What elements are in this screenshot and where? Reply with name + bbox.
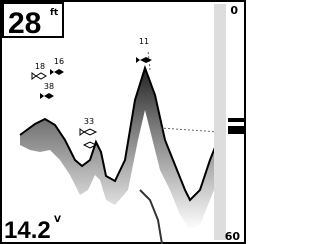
fish-depth: 11	[139, 37, 149, 46]
zoom-marker-band	[228, 122, 244, 126]
voltage-unit: V	[54, 215, 61, 225]
sonar-display: 28 ft 0 60 14.2 V 11 16 18 38 33	[0, 0, 246, 244]
depth-value: 28	[8, 7, 41, 40]
scale-bottom: 60	[225, 230, 241, 243]
scale-top: 0	[230, 4, 238, 17]
fish-depth: 18	[35, 62, 45, 71]
sonar-screen: 28 ft 0 60 14.2 V 11 16 18 38 33	[0, 0, 246, 244]
voltage-value: 14.2	[4, 217, 51, 244]
fish-depth: 33	[84, 117, 94, 126]
scale-strip	[214, 4, 226, 240]
fish-depth: 38	[44, 82, 54, 91]
fish-depth: 16	[54, 57, 64, 66]
depth-unit: ft	[50, 8, 59, 18]
